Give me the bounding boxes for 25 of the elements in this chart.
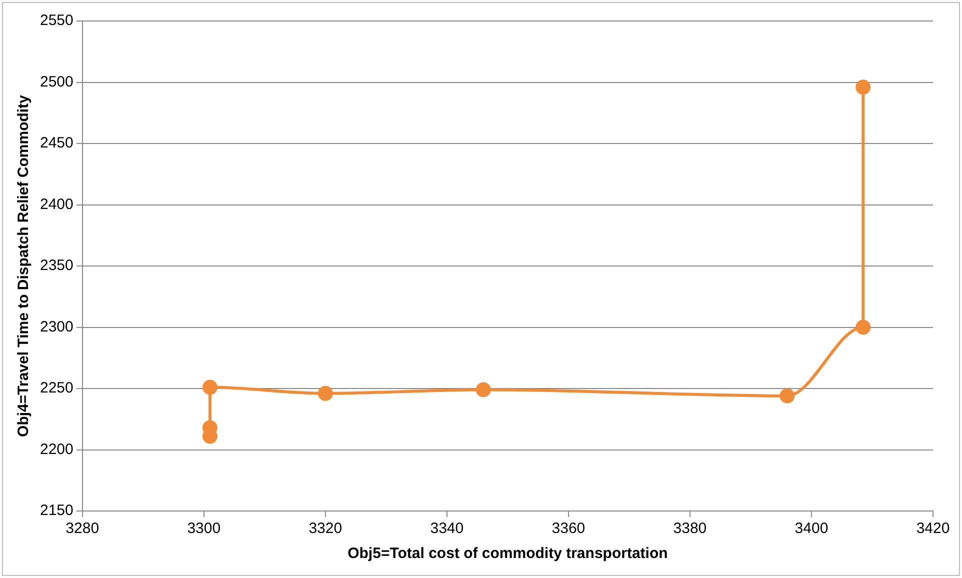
x-tick-label: 3280 <box>66 520 100 538</box>
point <box>202 380 218 395</box>
y-tick-label: 2150 <box>40 502 74 520</box>
x-tick-label: 3380 <box>673 520 707 538</box>
y-tick-label: 2550 <box>40 12 74 30</box>
y-axis-title: Obj4=Travel Time to Dispatch Relief Commodity <box>15 94 32 437</box>
point <box>856 80 871 95</box>
y-tick-label: 2250 <box>40 380 74 397</box>
x-tick-label: 3340 <box>430 520 464 538</box>
x-tick-label: 3300 <box>187 520 221 538</box>
x-tick-label: 3360 <box>552 520 586 538</box>
y-tick-label: 2350 <box>40 257 74 274</box>
point <box>476 382 491 398</box>
point <box>318 386 333 401</box>
y-tick-label: 2500 <box>40 73 74 90</box>
y-tick-label: 2300 <box>40 318 74 336</box>
y-tick-label: 2450 <box>40 134 74 152</box>
x-tick-label: 3420 <box>916 520 950 538</box>
point <box>856 320 871 335</box>
x-axis-title: Obj5=Total cost of commodity transportation <box>348 545 668 562</box>
point <box>780 388 795 404</box>
y-tick-label: 2400 <box>40 196 74 213</box>
x-tick-label: 3320 <box>308 520 342 538</box>
y-tick-label: 2200 <box>40 440 74 458</box>
x-tick-label: 3400 <box>794 520 828 538</box>
